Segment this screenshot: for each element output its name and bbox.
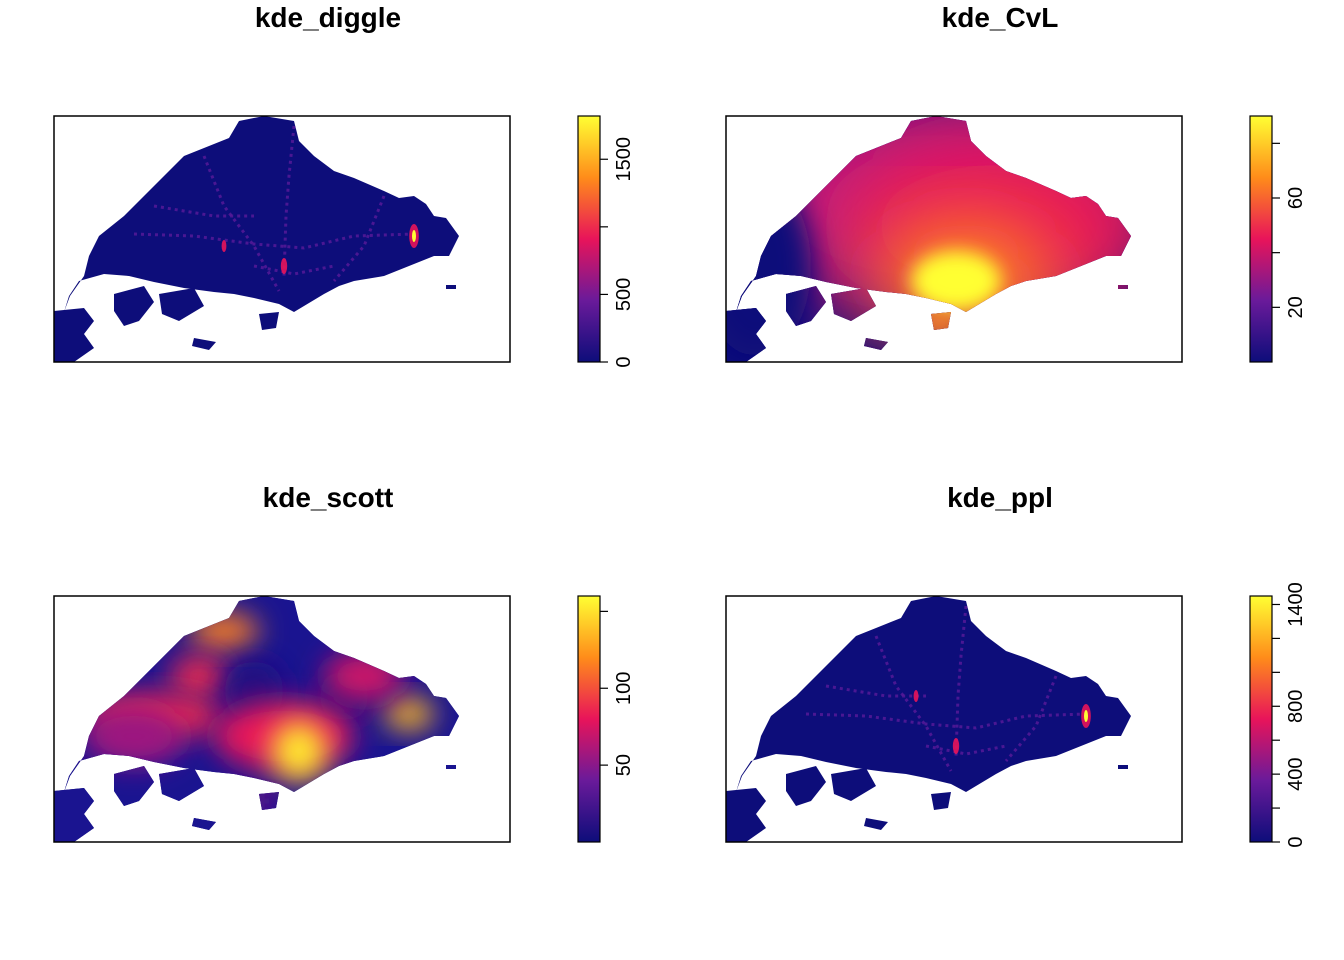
density-blob xyxy=(169,656,229,696)
density-peak xyxy=(412,230,416,242)
colorbar xyxy=(577,595,601,843)
colorbar-tick-label: 400 xyxy=(1285,757,1307,790)
colorbar-tick-label: 20 xyxy=(1285,296,1307,318)
colorbar-tick-label: 0 xyxy=(613,356,635,367)
density-island xyxy=(64,116,459,312)
density-islet xyxy=(726,788,766,842)
density-islet xyxy=(114,286,154,326)
panel-title-kde-diggle: kde_diggle xyxy=(254,2,402,33)
plot-frame xyxy=(53,595,511,843)
density-islet xyxy=(259,312,279,330)
plot-frame xyxy=(53,115,511,363)
density-blob xyxy=(271,721,327,781)
density-road xyxy=(332,195,386,282)
colorbar-tick-label: 800 xyxy=(1285,690,1307,723)
map-panel-kde-scott: 50 100 xyxy=(53,595,635,843)
density-road xyxy=(202,155,281,292)
density-blob xyxy=(84,706,184,766)
density-road xyxy=(282,125,296,277)
density-road xyxy=(874,635,953,772)
plot-frame xyxy=(725,595,1183,843)
density-hotspot xyxy=(221,240,227,252)
density-blob xyxy=(234,791,274,811)
density-islet xyxy=(864,818,888,830)
colorbar-tick-label: 1500 xyxy=(613,137,635,182)
density-islet xyxy=(931,792,951,810)
density-hotspot xyxy=(280,258,288,274)
density-islet xyxy=(786,766,826,806)
map-panel-kde-diggle: 0 500 1500 xyxy=(53,115,635,368)
panel-title-kde-ppl: kde_ppl xyxy=(947,482,1053,513)
colorbar xyxy=(1249,115,1273,363)
colorbar xyxy=(1249,595,1273,843)
colorbar-tick-label: 100 xyxy=(613,672,635,705)
density-blob xyxy=(384,698,434,730)
density-islet xyxy=(54,308,94,362)
colorbar-tick-label: 1400 xyxy=(1285,582,1307,627)
colorbar-tick-label: 0 xyxy=(1285,836,1307,847)
map-panel-kde-ppl: 0 400 800 1400 xyxy=(725,582,1307,848)
density-peak xyxy=(1084,710,1088,722)
density-blob xyxy=(189,613,259,649)
density-road xyxy=(954,605,968,757)
density-islet xyxy=(831,768,876,801)
density-blob xyxy=(324,651,404,701)
colorbar-tick-label: 500 xyxy=(613,278,635,311)
colorbar-tick-label: 50 xyxy=(613,754,635,776)
density-surface xyxy=(726,116,1131,362)
density-hotspot xyxy=(913,690,919,702)
density-islet xyxy=(159,288,204,321)
density-islet xyxy=(446,285,456,289)
panel-title-kde-cvl: kde_CvL xyxy=(941,2,1059,33)
density-peak xyxy=(911,251,1001,311)
plot-frame xyxy=(725,115,1183,363)
density-surface xyxy=(805,605,1091,772)
density-surface xyxy=(133,125,419,292)
density-islet xyxy=(192,338,216,350)
density-road xyxy=(133,232,415,250)
density-high xyxy=(920,316,956,332)
density-island xyxy=(736,596,1131,792)
density-surface xyxy=(54,596,459,842)
colorbar xyxy=(577,115,601,363)
density-hotspot xyxy=(952,738,960,754)
density-islet xyxy=(1118,765,1128,769)
panel-title-kde-scott: kde_scott xyxy=(262,482,394,513)
density-road xyxy=(1004,675,1058,762)
colorbar-tick-label: 60 xyxy=(1285,187,1307,209)
density-road xyxy=(805,712,1087,730)
density-low xyxy=(726,176,811,356)
